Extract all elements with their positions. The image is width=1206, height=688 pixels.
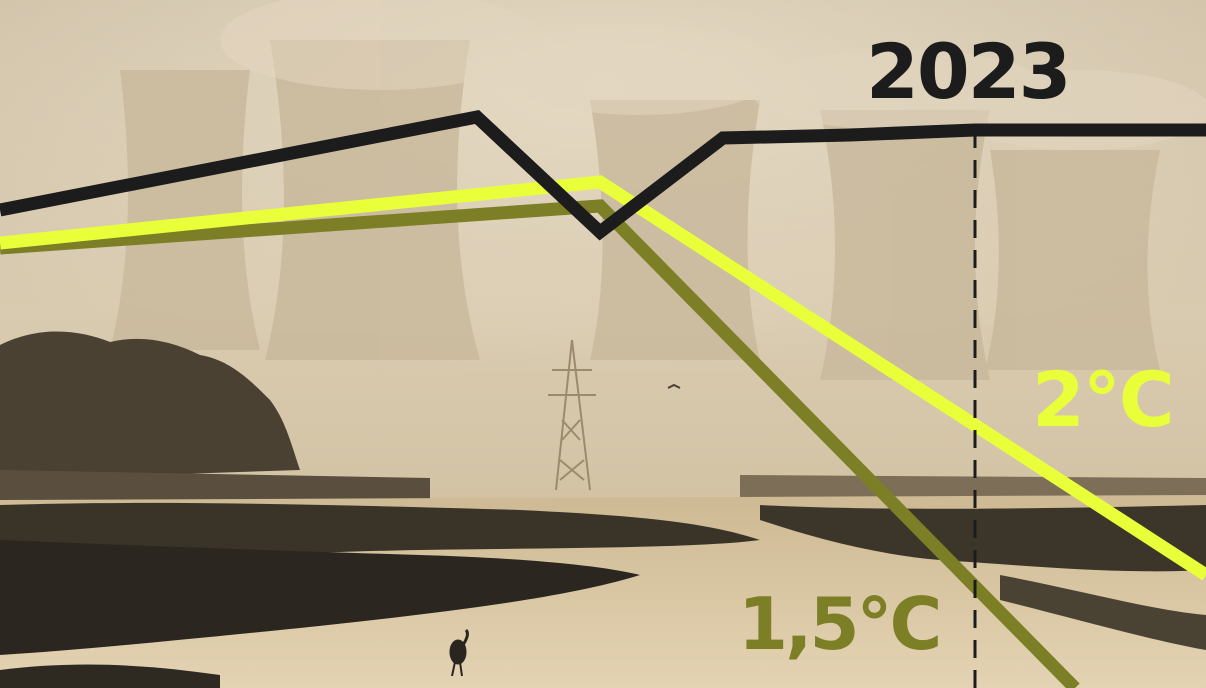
line-1-5c <box>0 199 1080 688</box>
line-2c <box>0 175 1206 581</box>
bird-icon <box>667 383 681 389</box>
steam-plumes <box>220 0 1206 150</box>
cooling-towers <box>110 40 1160 380</box>
heron-icon <box>449 628 469 677</box>
bank-left <box>0 470 430 505</box>
cooling-tower <box>820 110 990 380</box>
foreground-mud <box>0 664 220 688</box>
mudflat-dark <box>0 540 640 655</box>
scenario-2c-label: 2°C <box>1032 355 1175 444</box>
cooling-tower <box>110 70 260 350</box>
power-pylon <box>548 339 596 491</box>
mudflat-right-lower <box>1000 575 1206 650</box>
mudflat-right <box>760 505 1206 572</box>
scenario-1-5c-label: 1,5°C <box>738 582 942 666</box>
chart-lines <box>0 109 1206 688</box>
year-label: 2023 <box>866 27 1072 116</box>
cooling-tower <box>985 150 1160 370</box>
tree-line <box>0 331 300 480</box>
